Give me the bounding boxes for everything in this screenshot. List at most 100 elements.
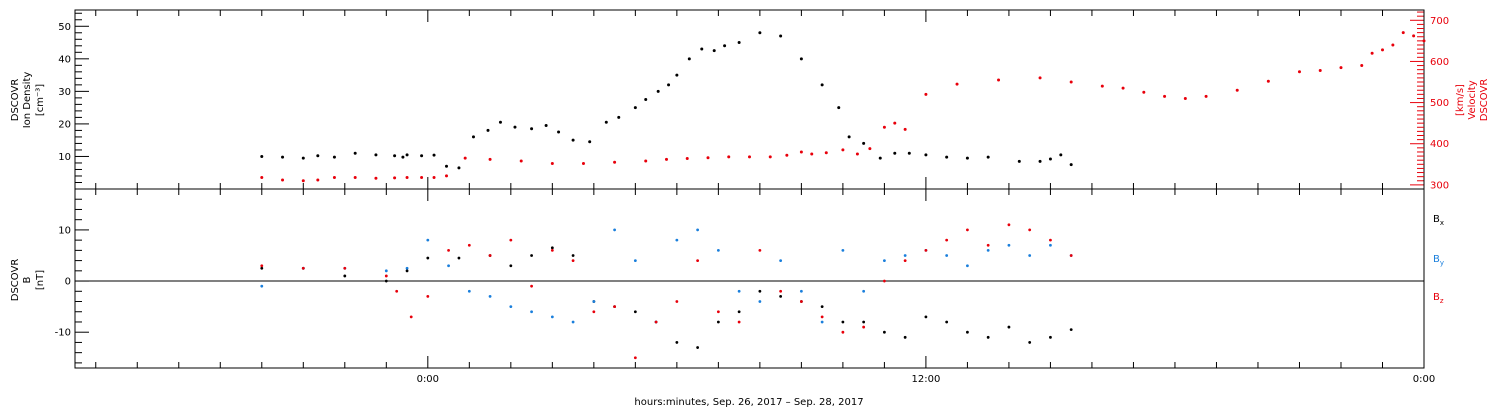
top-right-label-3: [km/s] — [1455, 84, 1466, 116]
density-point — [513, 125, 517, 129]
by-point — [488, 295, 492, 298]
right-tick-label: 400 — [1430, 139, 1449, 150]
top-panel-frame — [74, 9, 1425, 190]
top-right-label-2: Velocity — [1467, 80, 1478, 119]
density-point — [316, 154, 320, 158]
bx-point — [986, 335, 990, 339]
density-point — [1069, 163, 1073, 167]
bz-point — [260, 264, 264, 268]
velocity-point — [1142, 90, 1146, 94]
by-point — [758, 300, 762, 303]
bz-point — [1028, 228, 1032, 232]
density-point — [571, 138, 575, 142]
bx-point — [633, 310, 637, 314]
bz-point — [530, 284, 533, 288]
by-point — [986, 248, 990, 252]
top-left-label-1: DSCOVR — [10, 79, 21, 122]
velocity-point — [405, 175, 409, 179]
velocity-point — [685, 157, 689, 161]
density-point — [281, 155, 285, 159]
velocity-point — [393, 176, 397, 180]
left-tick-label: 0 — [65, 277, 71, 288]
density-point — [498, 120, 502, 124]
top-left-axis: 10 20 30 40 50 — [58, 12, 89, 190]
bottom-left-axis: -10 0 10 — [55, 188, 89, 364]
velocity-point — [316, 178, 320, 182]
bx-point — [1028, 341, 1032, 344]
top-panel: 10 20 30 40 50 300 400 500 600 700 DSCOVR Ion De… — [10, 9, 1490, 191]
velocity-point — [768, 155, 772, 159]
velocity-point — [1069, 80, 1073, 84]
density-point — [667, 83, 671, 87]
velocity-point — [1235, 88, 1239, 92]
density-point — [1017, 159, 1021, 163]
by-point — [799, 289, 803, 293]
velocity-point — [841, 148, 845, 152]
left-tick-label: 40 — [58, 54, 71, 65]
velocity-point — [432, 175, 436, 179]
bz-point — [592, 310, 596, 314]
density-point — [986, 155, 990, 159]
density-point — [965, 156, 969, 160]
density-point — [1048, 157, 1052, 161]
by-point — [903, 254, 907, 257]
velocity-point — [444, 174, 448, 178]
velocity-point — [1412, 34, 1416, 38]
bx-point — [1049, 335, 1052, 339]
velocity-point — [353, 175, 357, 179]
legend-by: By — [1433, 254, 1444, 267]
by-point — [613, 228, 616, 232]
by-point — [384, 269, 388, 273]
bz-point — [696, 259, 700, 262]
by-point — [675, 238, 679, 242]
bx-point — [530, 254, 533, 257]
bx-point — [862, 320, 866, 324]
by-point — [862, 289, 866, 293]
velocity-point — [1266, 79, 1270, 83]
density-point — [633, 106, 637, 110]
bx-point — [1069, 328, 1073, 332]
bz-point — [737, 320, 741, 324]
density-point — [544, 124, 548, 128]
bz-point — [550, 248, 554, 252]
by-point — [1007, 243, 1011, 247]
density-point — [420, 154, 424, 158]
bx-point — [405, 269, 409, 273]
velocity-point — [613, 160, 617, 164]
velocity-point — [1370, 51, 1374, 55]
bx-point — [737, 310, 741, 314]
bx-point — [841, 320, 845, 324]
bx-point — [571, 254, 575, 257]
bz-point — [509, 238, 513, 242]
by-point — [509, 305, 513, 309]
bx-point — [966, 330, 969, 334]
by-point — [966, 264, 969, 268]
density-point — [617, 115, 621, 119]
velocity-point — [1380, 48, 1384, 52]
density-point — [878, 156, 882, 160]
density-point — [644, 98, 648, 101]
density-point — [820, 83, 824, 87]
by-point — [447, 264, 450, 268]
density-point — [700, 47, 704, 51]
velocity-point — [824, 151, 828, 155]
velocity-point — [301, 179, 305, 183]
left-tick-label: 20 — [58, 119, 71, 130]
bz-point — [409, 315, 413, 319]
density-point — [799, 57, 803, 61]
time-tick-label: 0:00 — [1413, 374, 1435, 385]
by-point — [571, 320, 575, 324]
by-point — [1028, 254, 1032, 257]
bottom-left-label-3: [nT] — [35, 270, 46, 290]
bx-point — [924, 315, 928, 319]
by-point — [592, 300, 596, 303]
by-point — [405, 266, 409, 270]
velocity-point — [1204, 94, 1208, 98]
bx-point — [457, 256, 461, 260]
bx-point — [883, 330, 886, 334]
velocity-point — [903, 127, 907, 131]
velocity-point — [997, 78, 1001, 82]
velocity-point — [281, 178, 285, 182]
bz-point — [1049, 238, 1052, 242]
bz-point — [395, 289, 399, 293]
